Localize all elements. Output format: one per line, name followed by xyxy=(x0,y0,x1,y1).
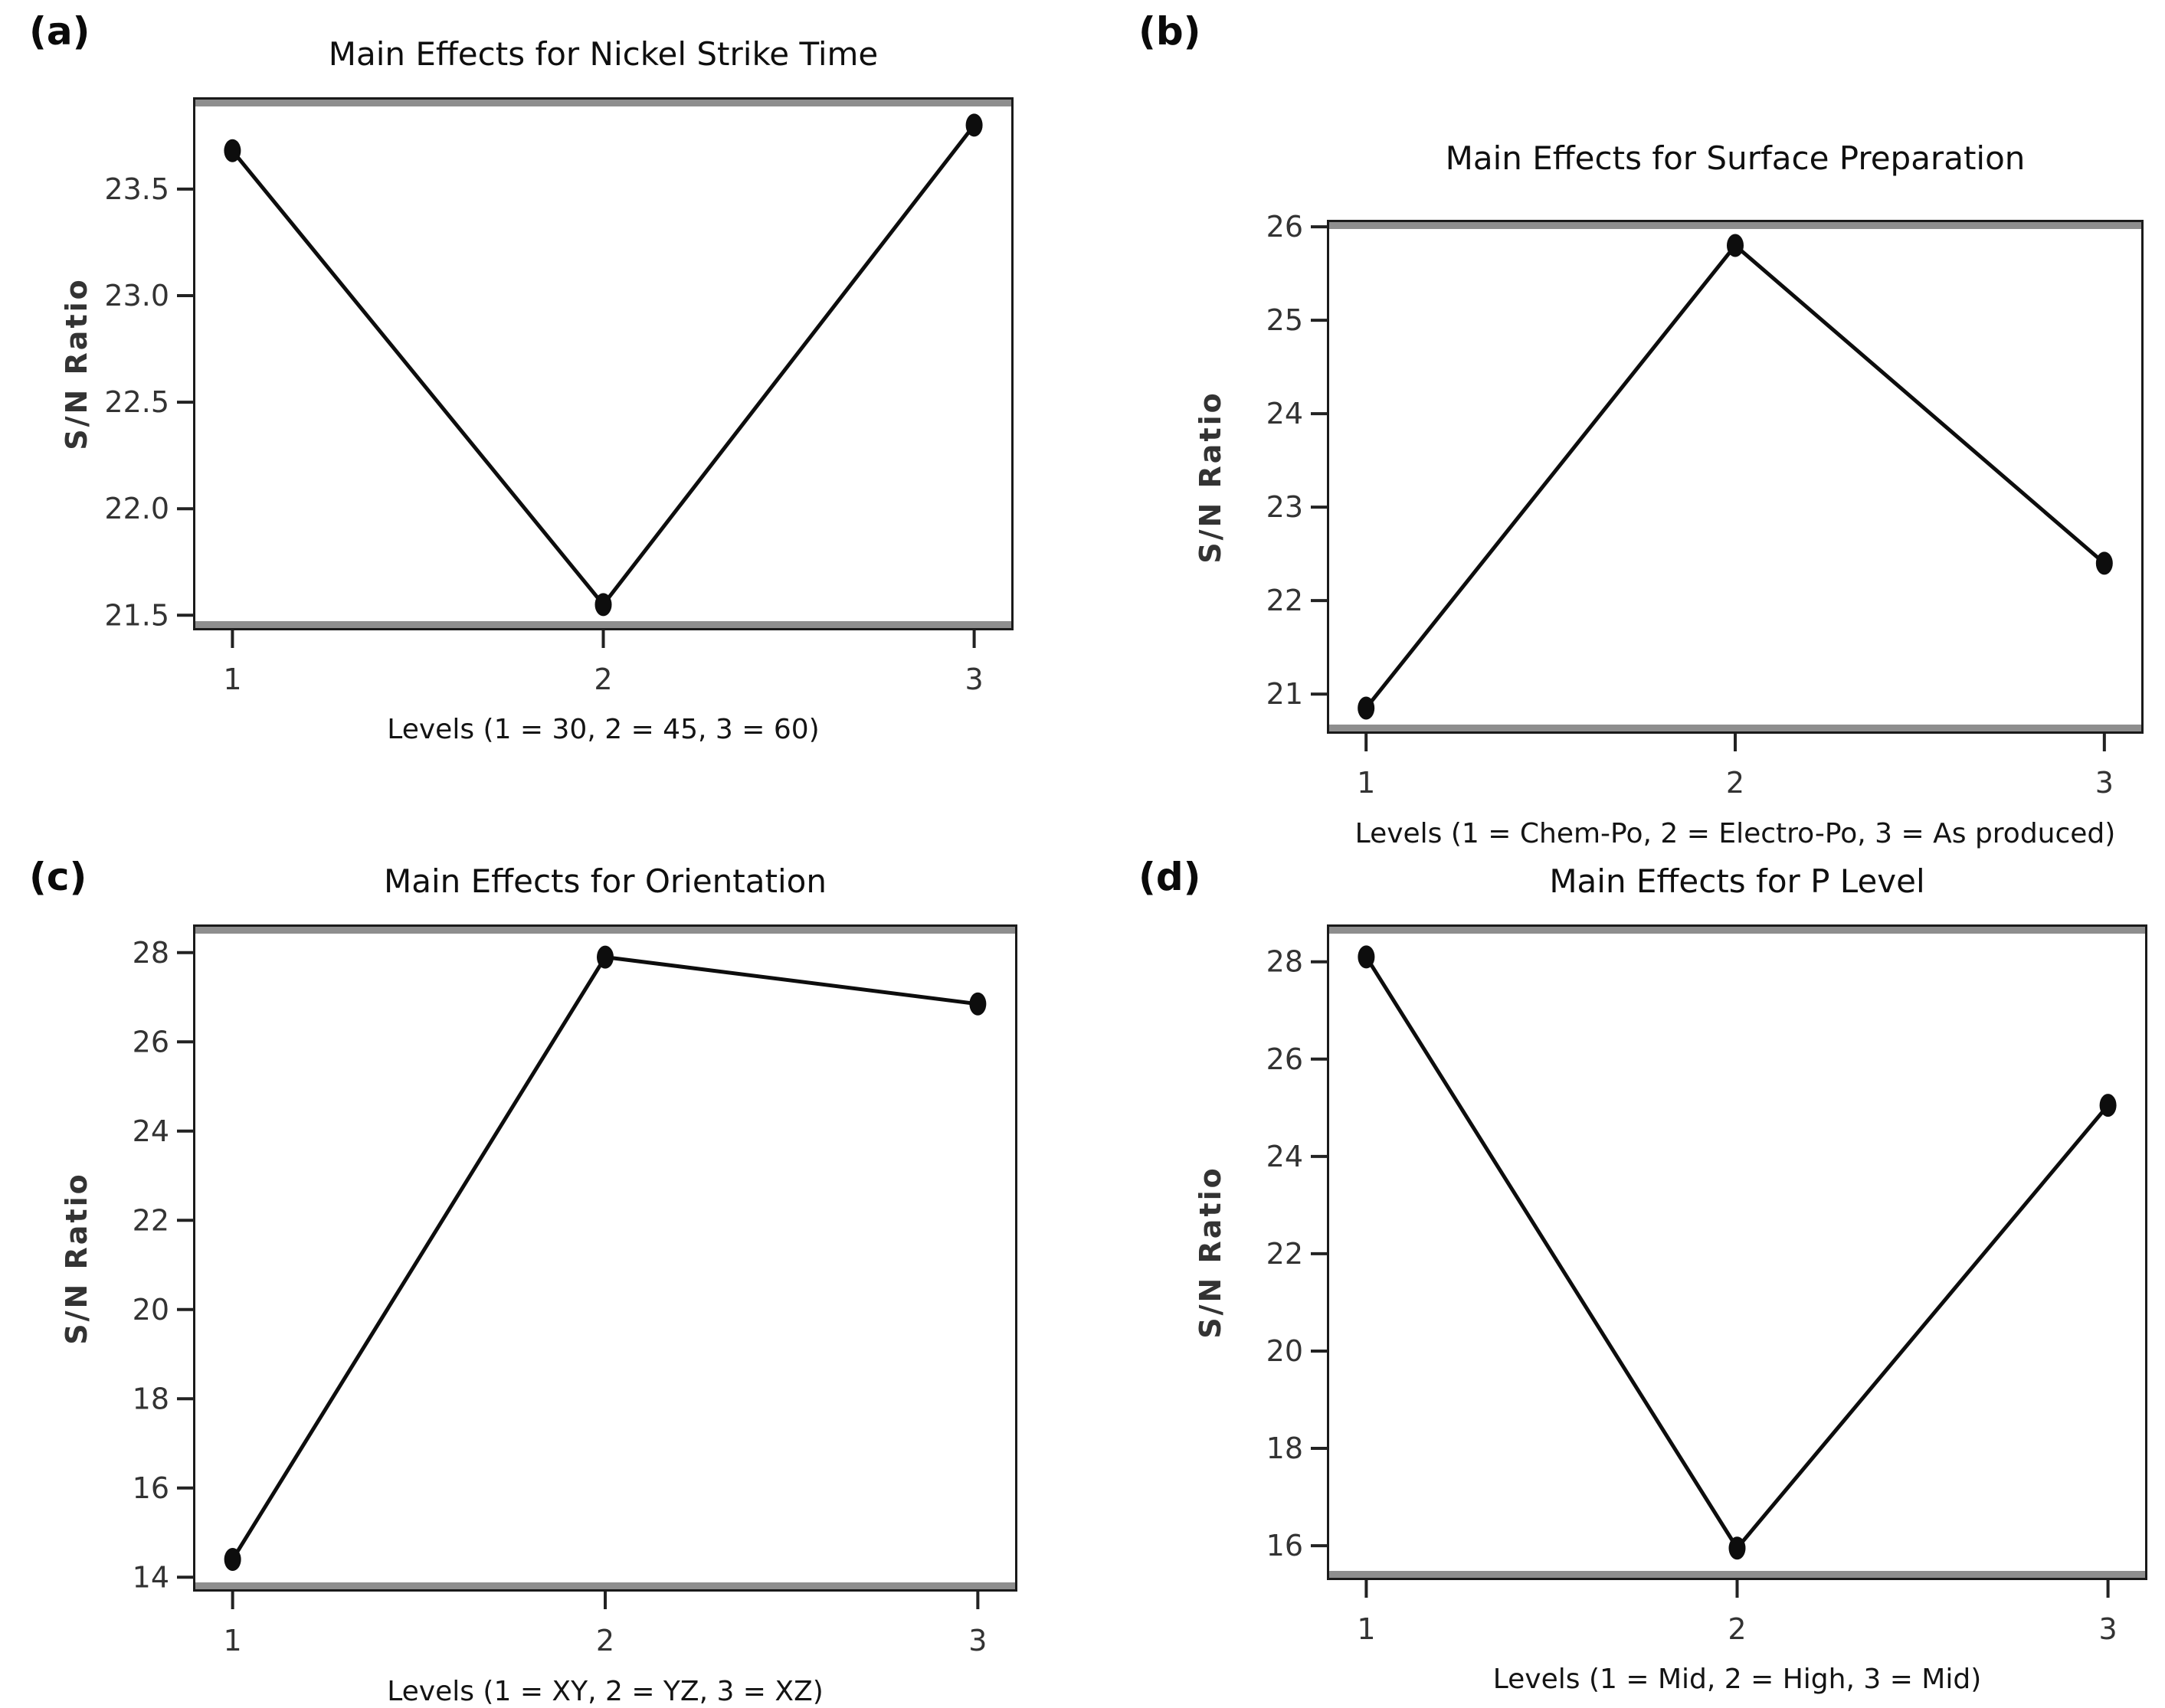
plot-box-right-spine xyxy=(2141,220,2144,734)
data-point-marker xyxy=(1358,945,1375,969)
y-tick-label: 26 xyxy=(1266,210,1303,244)
plot-box-left-spine xyxy=(193,924,195,1592)
y-tick-label: 22.5 xyxy=(104,385,169,419)
plot-box-right-spine xyxy=(1011,97,1014,630)
plot-box-bottom-spine xyxy=(193,628,1014,630)
y-tick-label: 28 xyxy=(133,936,169,970)
x-tick-label: 1 xyxy=(224,1624,242,1657)
chart-title-a: Main Effects for Nickel Strike Time xyxy=(328,35,879,73)
x-axis-label-b: Levels (1 = Chem-Po, 2 = Electro-Po, 3 =… xyxy=(1354,818,2116,849)
data-point-marker xyxy=(2095,551,2113,575)
x-tick-label: 1 xyxy=(1357,1612,1375,1646)
y-tick-label: 25 xyxy=(1266,303,1303,337)
y-tick-label: 26 xyxy=(1266,1042,1303,1076)
plot-box-top-band xyxy=(193,927,1017,934)
plot-box-top-spine xyxy=(1327,220,2144,222)
x-tick-label: 2 xyxy=(594,663,612,696)
y-tick-label: 16 xyxy=(133,1471,169,1505)
plot-box-bottom-band xyxy=(1327,1571,2147,1578)
data-point-marker xyxy=(965,113,983,137)
x-tick-label: 3 xyxy=(2098,1612,2117,1646)
series-line xyxy=(1364,244,2107,710)
data-point-marker xyxy=(2099,1094,2117,1117)
panel-label-a: (a) xyxy=(29,9,90,54)
plot-box-bottom-band xyxy=(193,621,1014,628)
series-line xyxy=(230,123,977,607)
plot-area-c: 14 16 18 20 22 24 26 28 1 2 3 xyxy=(133,924,1017,1657)
plot-box-left-spine xyxy=(193,97,195,630)
plot-area-a: 21.5 22.0 22.5 23.0 23.5 1 2 3 xyxy=(104,97,1014,696)
y-tick-label: 22.0 xyxy=(104,492,169,525)
y-tick-label: 16 xyxy=(1266,1529,1303,1562)
x-axis-label-a: Levels (1 = 30, 2 = 45, 3 = 60) xyxy=(387,714,820,745)
plot-box-right-spine xyxy=(2145,924,2147,1580)
data-point-marker xyxy=(1728,1536,1746,1560)
y-tick-label: 18 xyxy=(1266,1432,1303,1465)
plot-box-bottom-band xyxy=(1327,725,2144,731)
data-point-marker xyxy=(1727,234,1744,257)
y-tick-label: 23 xyxy=(1266,490,1303,524)
y-tick-label: 22 xyxy=(1266,1237,1303,1271)
chart-title-d: Main Effects for P Level xyxy=(1549,862,1925,900)
plot-box-bottom-band xyxy=(193,1582,1017,1589)
plot-box-bottom-spine xyxy=(1327,1578,2147,1580)
plot-box-bottom-spine xyxy=(1327,731,2144,734)
x-tick-label: 3 xyxy=(968,1624,987,1657)
y-tick-label: 23.5 xyxy=(104,172,169,206)
plot-box-bottom-spine xyxy=(193,1589,1017,1592)
plot-box-top-band xyxy=(1327,222,2144,229)
data-point-marker xyxy=(594,593,612,617)
chart-title-c: Main Effects for Orientation xyxy=(384,862,827,900)
y-tick-label: 28 xyxy=(1266,945,1303,979)
x-axis-label-c: Levels (1 = XY, 2 = YZ, 3 = XZ) xyxy=(387,1676,824,1707)
plot-box-left-spine xyxy=(1327,220,1329,734)
y-tick-label: 22 xyxy=(133,1203,169,1237)
plot-box-right-spine xyxy=(1015,924,1017,1592)
x-tick-label: 2 xyxy=(1726,766,1744,800)
y-tick-label: 24 xyxy=(1266,397,1303,430)
x-tick-label: 1 xyxy=(223,663,241,696)
x-tick-label: 2 xyxy=(596,1624,614,1657)
plot-area-d: 16 18 20 22 24 26 28 1 2 3 xyxy=(1266,924,2147,1646)
y-tick-label: 21.5 xyxy=(104,598,169,632)
data-point-marker xyxy=(1358,696,1375,720)
plot-box-top-spine xyxy=(193,97,1014,100)
y-tick-label: 24 xyxy=(1266,1140,1303,1173)
plot-box-top-spine xyxy=(1327,924,2147,927)
y-tick-label: 18 xyxy=(133,1382,169,1415)
x-tick-label: 3 xyxy=(965,663,983,696)
y-tick-label: 20 xyxy=(1266,1334,1303,1368)
series-line xyxy=(231,955,980,1562)
plot-box-left-spine xyxy=(1327,924,1329,1580)
y-tick-label: 23.0 xyxy=(104,279,169,312)
data-point-marker xyxy=(224,1547,241,1571)
y-tick-label: 24 xyxy=(133,1114,169,1148)
panel-label-d: (d) xyxy=(1138,855,1201,899)
y-tick-label: 20 xyxy=(133,1293,169,1327)
series-line xyxy=(1364,954,2111,1550)
y-tick-label: 21 xyxy=(1266,677,1303,711)
panel-label-b: (b) xyxy=(1138,9,1201,54)
chart-title-b: Main Effects for Surface Preparation xyxy=(1445,139,2026,177)
x-tick-label: 3 xyxy=(2095,766,2114,800)
data-point-marker xyxy=(969,992,987,1016)
data-point-marker xyxy=(597,945,614,969)
y-tick-label: 26 xyxy=(133,1025,169,1059)
plot-box-top-band xyxy=(193,100,1014,106)
x-axis-label-d: Levels (1 = Mid, 2 = High, 3 = Mid) xyxy=(1492,1664,1982,1695)
data-point-marker xyxy=(224,139,241,162)
y-tick-label: 22 xyxy=(1266,584,1303,617)
plot-box-top-spine xyxy=(193,924,1017,927)
y-tick-label: 14 xyxy=(133,1560,169,1594)
x-tick-label: 1 xyxy=(1357,766,1375,800)
x-tick-label: 2 xyxy=(1728,1612,1746,1646)
plot-box-top-band xyxy=(1327,927,2147,934)
panel-label-c: (c) xyxy=(29,855,87,899)
